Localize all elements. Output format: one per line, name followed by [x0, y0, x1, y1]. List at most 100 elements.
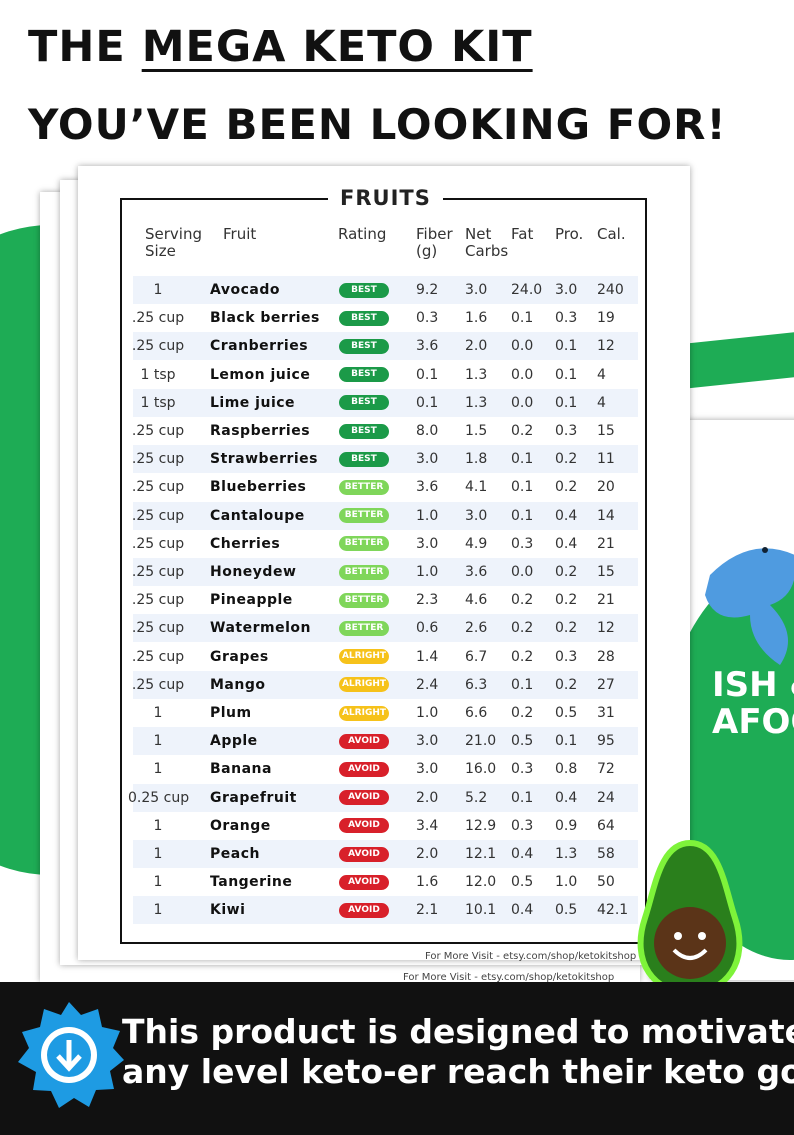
nutrient-value: 3.0 — [416, 761, 439, 778]
rating-badge: BETTER — [339, 536, 389, 552]
rating-badge: BETTER — [339, 479, 389, 495]
rating-badge: BEST — [339, 310, 389, 326]
nutrient-value: 0.9 — [555, 817, 578, 834]
rating-badge: ALRIGHT — [339, 649, 389, 665]
fruit-name: Watermelon — [210, 620, 311, 637]
nutrient-value: 28 — [597, 648, 615, 665]
fruit-name: Cantaloupe — [210, 507, 305, 524]
fish-icon — [705, 547, 794, 665]
fruit-name: Lemon juice — [210, 366, 311, 383]
nutrient-value: 0.5 — [511, 733, 534, 750]
fruit-table: Serving Size Fruit Rating Fiber (g) Net Carb… — [78, 166, 690, 946]
rating-badge: BEST — [339, 451, 389, 467]
headline-line1: THE MEGA KETO KIT — [28, 22, 533, 72]
fruit-name: Tangerine — [210, 874, 293, 891]
serving-size: .25 cup — [131, 648, 185, 665]
serving-size: 1 tsp — [140, 394, 176, 411]
nutrient-value: 3.0 — [416, 535, 439, 552]
nutrient-value: 0.2 — [555, 592, 578, 609]
nutrient-value: 12.0 — [465, 874, 497, 891]
nutrient-value: 0.0 — [511, 366, 534, 383]
nutrient-value: 10.1 — [465, 902, 497, 919]
rating-badge: BETTER — [339, 620, 389, 636]
nutrient-value: 64 — [597, 817, 615, 834]
serving-size: .25 cup — [131, 451, 185, 468]
nutrient-value: 12 — [597, 620, 615, 637]
nutrient-value: 0.2 — [511, 620, 534, 637]
nutrient-value: 0.8 — [555, 761, 578, 778]
serving-size: .25 cup — [131, 592, 185, 609]
category-label: ISH & — [712, 665, 794, 705]
nutrient-value: 50 — [597, 874, 615, 891]
nutrient-value: 2.4 — [416, 676, 439, 693]
banner — [0, 982, 794, 1135]
nutrient-value: 1.3 — [465, 366, 488, 383]
nutrient-value: 21 — [597, 535, 615, 552]
nutrient-value: 1.6 — [465, 310, 488, 327]
serving-size: 1 — [153, 902, 163, 919]
nutrient-value: 2.0 — [416, 789, 439, 806]
nutrient-value: 3.4 — [416, 817, 439, 834]
column-header: Fiber (g) — [416, 225, 453, 260]
column-header: Fat — [511, 225, 534, 243]
nutrient-value: 0.1 — [555, 366, 578, 383]
nutrient-value: 1.0 — [416, 705, 439, 721]
nutrient-value: 1.5 — [465, 423, 488, 439]
nutrient-value: 24 — [597, 789, 615, 806]
nutrient-value: 0.0 — [511, 564, 534, 580]
banner-line2: any level keto-er reach their keto goals — [122, 1052, 794, 1091]
nutrient-value: 4.6 — [465, 592, 488, 609]
serving-size: .25 cup — [131, 310, 185, 327]
nutrient-value: 12.9 — [465, 817, 497, 834]
serving-size: 0.25 cup — [128, 789, 190, 806]
nutrient-value: 0.4 — [511, 846, 534, 862]
fruit-name: Lime juice — [210, 394, 296, 411]
nutrient-value: 3.0 — [465, 507, 488, 524]
nutrient-value: 24.0 — [511, 282, 543, 298]
fruit-name: Peach — [210, 846, 260, 862]
nutrient-value: 58 — [597, 846, 615, 862]
rating-badge: ALRIGHT — [339, 705, 389, 721]
nutrient-value: 2.3 — [416, 592, 439, 609]
serving-size: .25 cup — [131, 535, 185, 552]
fruit-name: Black berries — [210, 310, 320, 327]
rating-badge: AVOID — [339, 818, 389, 834]
nutrient-value: 0.5 — [555, 902, 578, 919]
column-header: Pro. — [555, 225, 584, 243]
nutrient-value: 1.3 — [465, 394, 488, 411]
nutrient-value: 0.1 — [416, 366, 439, 383]
nutrient-value: 0.4 — [555, 507, 578, 524]
nutrient-value: 0.2 — [511, 648, 534, 665]
serving-size: 1 — [153, 282, 163, 298]
serving-size: .25 cup — [131, 479, 185, 496]
footer-text: For More Visit - etsy.com/shop/ketokitsh… — [403, 972, 615, 983]
nutrient-value: 0.1 — [555, 733, 578, 750]
nutrient-value: 20 — [597, 479, 615, 496]
column-header: Net Carbs — [465, 225, 509, 260]
nutrient-value: 0.6 — [416, 620, 439, 637]
fruit-name: Banana — [210, 761, 272, 778]
nutrient-value: 0.1 — [511, 789, 534, 806]
nutrient-value: 9.2 — [416, 282, 439, 298]
nutrient-value: 0.1 — [511, 507, 534, 524]
nutrient-value: 240 — [597, 282, 624, 298]
serving-size: 1 — [153, 761, 163, 778]
fruit-name: Blueberries — [210, 479, 307, 496]
nutrient-value: 0.3 — [555, 310, 578, 327]
nutrient-value: 1.3 — [555, 846, 578, 862]
avocado-icon — [637, 839, 743, 997]
serving-size: 1 — [153, 733, 163, 750]
rating-badge: BETTER — [339, 592, 389, 608]
serving-size: .25 cup — [131, 620, 185, 637]
nutrient-value: 0.2 — [555, 564, 578, 580]
rating-badge: BETTER — [339, 508, 389, 524]
nutrient-value: 0.1 — [416, 394, 439, 411]
nutrient-value: 3.0 — [416, 733, 439, 750]
nutrient-value: 8.0 — [416, 423, 439, 439]
nutrient-value: 0.3 — [511, 535, 534, 552]
nutrient-value: 0.1 — [555, 338, 578, 355]
nutrient-value: 0.1 — [555, 394, 578, 411]
nutrient-value: 0.0 — [511, 338, 534, 355]
nutrient-value: 21.0 — [465, 733, 497, 750]
nutrient-value: 0.4 — [555, 535, 578, 552]
